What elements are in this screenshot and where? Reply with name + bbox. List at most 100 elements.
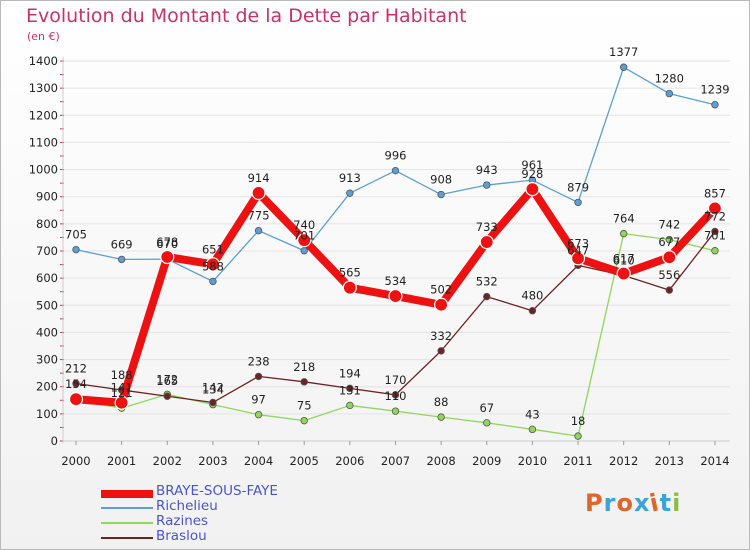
data-point <box>209 398 217 407</box>
data-point <box>254 410 263 419</box>
data-point <box>205 257 221 272</box>
x-tick-label: 2004 <box>244 454 273 468</box>
data-label: 772 <box>704 209 726 223</box>
legend-item: Razines <box>101 514 401 530</box>
legend-label: Richelieu <box>156 498 218 514</box>
data-label: 556 <box>658 268 680 282</box>
data-point <box>574 198 582 207</box>
y-tick-label: 0 <box>51 434 58 448</box>
data-label: 141 <box>111 381 133 395</box>
y-tick-label: 1300 <box>29 81 58 95</box>
y-tick-label: 300 <box>36 353 58 367</box>
x-tick-label: 2014 <box>700 454 729 468</box>
data-point <box>528 425 537 434</box>
y-tick-label: 400 <box>36 325 58 339</box>
y-tick-label: 900 <box>36 190 58 204</box>
data-label: 212 <box>65 361 87 375</box>
x-tick-label: 2001 <box>107 454 136 468</box>
data-label: 480 <box>521 289 543 303</box>
data-label: 775 <box>248 209 270 223</box>
data-point <box>619 229 628 238</box>
data-point <box>251 185 266 201</box>
chart-title: Evolution du Montant de la Dette par Hab… <box>26 5 467 27</box>
data-point <box>346 189 354 197</box>
data-point <box>254 226 263 235</box>
y-tick-label: 1100 <box>29 135 58 149</box>
x-tick-label: 2003 <box>198 454 227 468</box>
data-point <box>72 245 80 254</box>
x-tick-label: 2005 <box>290 454 319 468</box>
data-point <box>662 250 677 265</box>
data-point <box>391 407 400 415</box>
x-tick-label: 2008 <box>426 454 455 468</box>
data-point <box>483 181 491 189</box>
x-tick-label: 2000 <box>61 454 90 468</box>
y-tick-label: 200 <box>36 380 58 394</box>
data-label: 764 <box>613 212 635 226</box>
data-point <box>434 297 449 312</box>
x-tick-label: 2013 <box>655 454 684 468</box>
y-tick-label: 800 <box>36 217 58 231</box>
x-tick-label: 2006 <box>335 454 364 468</box>
y-tick-label: 600 <box>36 271 58 285</box>
data-point <box>665 89 674 98</box>
data-point <box>114 395 129 410</box>
legend-swatch <box>101 490 153 498</box>
data-label: 534 <box>385 274 407 288</box>
legend-label: Braslou <box>156 528 207 544</box>
data-labels: 705 669 670 588 775 701 913 996 908 943 961 879 1377… <box>65 45 730 273</box>
data-point <box>160 249 175 265</box>
data-label: 172 <box>156 372 178 386</box>
data-point <box>300 416 308 425</box>
data-point <box>342 280 357 295</box>
data-label: 1377 <box>609 45 638 59</box>
data-point <box>707 201 723 216</box>
x-tick-label: 2007 <box>381 454 410 468</box>
data-point <box>300 247 308 255</box>
y-tick-label: 500 <box>36 298 58 312</box>
data-point <box>388 288 403 304</box>
data-label: 170 <box>385 373 407 387</box>
data-label: 154 <box>65 377 87 391</box>
data-label: 194 <box>339 366 361 380</box>
data-point <box>391 391 400 399</box>
data-label: 879 <box>567 180 589 194</box>
data-label: 857 <box>704 186 726 200</box>
chart-subtitle: (en €) <box>27 30 60 43</box>
data-point <box>437 190 445 199</box>
data-label: 1280 <box>655 72 684 86</box>
data-label: 43 <box>525 407 540 421</box>
data-label: 97 <box>251 393 266 407</box>
y-tick-label: 1400 <box>29 54 58 68</box>
data-label: 18 <box>571 414 586 428</box>
data-label: 75 <box>297 399 312 413</box>
legend-item: Richelieu <box>101 498 401 515</box>
data-label: 110 <box>385 389 407 403</box>
data-point <box>525 182 540 197</box>
data-label: 740 <box>293 218 315 232</box>
series-braye-sous-faye <box>68 182 723 410</box>
data-point <box>72 379 80 388</box>
data-point <box>300 378 308 386</box>
y-tick-label: 100 <box>36 407 58 421</box>
data-point <box>711 247 719 255</box>
data-label: 670 <box>156 237 178 251</box>
data-label: 502 <box>430 283 452 297</box>
data-labels: 212 188 165 142 238 218 194 170 332 532 480 647 610 5… <box>65 209 726 394</box>
legend-swatch <box>101 507 153 509</box>
legend-swatch <box>101 522 153 524</box>
data-label: 588 <box>202 259 224 273</box>
data-point <box>711 100 719 109</box>
data-label: 332 <box>430 329 452 343</box>
data-label: 908 <box>430 173 452 187</box>
data-label: 88 <box>434 395 449 409</box>
data-point <box>297 233 312 248</box>
data-point <box>483 292 491 301</box>
legend-item: Braslou <box>101 528 401 545</box>
data-point <box>616 266 631 281</box>
data-label: 565 <box>339 266 361 280</box>
data-point <box>346 384 354 393</box>
data-label: 733 <box>476 220 498 234</box>
data-label: 651 <box>202 242 224 256</box>
data-label: 928 <box>521 167 543 181</box>
